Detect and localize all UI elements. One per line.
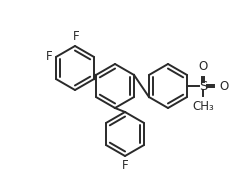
Text: F: F <box>73 30 79 43</box>
Text: F: F <box>46 49 53 62</box>
Text: F: F <box>122 159 128 172</box>
Text: O: O <box>219 79 228 92</box>
Text: S: S <box>199 79 207 92</box>
Text: CH₃: CH₃ <box>192 100 214 113</box>
Text: O: O <box>198 60 208 73</box>
